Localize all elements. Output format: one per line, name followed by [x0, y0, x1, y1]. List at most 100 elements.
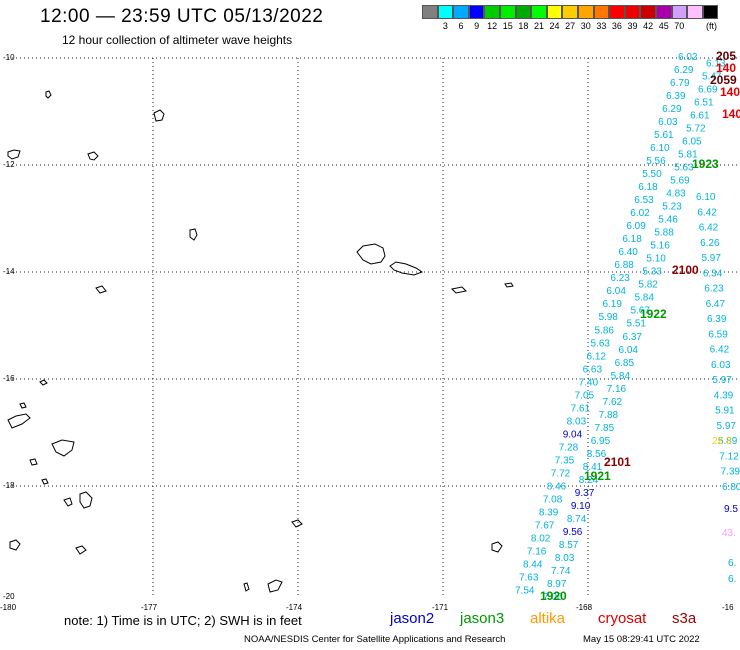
colorbar-swatch — [687, 5, 703, 19]
swh-point: 6.02 — [630, 208, 650, 219]
swh-point: 5.69 — [670, 176, 690, 187]
colorbar-label: 9 — [474, 21, 480, 31]
swh-point: 6.05 — [682, 137, 702, 148]
colorbar-label: 27 — [565, 21, 576, 31]
lon-tick-label: -177 — [141, 603, 158, 612]
swh-point: 6.18 — [622, 234, 642, 245]
colorbar-swatch — [702, 5, 719, 19]
colorbar-swatch — [624, 5, 641, 19]
swh-point: 5.97 — [712, 375, 732, 386]
swh-point: 8.56 — [587, 449, 607, 460]
time-label: 2059 — [710, 73, 737, 87]
colorbar-swatch — [499, 5, 516, 19]
swh-point: 9.56 — [563, 527, 583, 538]
colorbar-label: 15 — [502, 21, 513, 31]
swh-point: 7.61 — [571, 403, 591, 414]
colorbar-swatch — [437, 5, 454, 19]
island-l — [75, 545, 87, 555]
swh-point: 5.61 — [654, 130, 674, 141]
colorbar-label: 33 — [596, 21, 607, 31]
altimeter-tracks: 6.02 6.13 6.29 5.47 6.79 6.69 6.39 6.51 6.29 6.61… — [515, 52, 740, 603]
swh-point: 6.85 — [615, 358, 635, 369]
edge-swh-point: 6. — [728, 558, 736, 569]
colorbar-label: 12 — [487, 21, 498, 31]
island-a — [45, 90, 52, 99]
map-subtitle: 12 hour collection of altimeter wave hei… — [62, 33, 293, 47]
swh-point: 7.85 — [595, 423, 615, 434]
swh-point: 6.39 — [666, 91, 686, 102]
swh-point: 6.12 — [587, 351, 607, 362]
swh-point: 8.03 — [555, 553, 575, 564]
swh-point: 7.05 — [575, 390, 595, 401]
swh-point: 7.40 — [579, 377, 599, 388]
edge-swh-point: 43. — [722, 528, 736, 539]
swh-point: 4.83 — [666, 189, 686, 200]
colorbar-label: 42 — [643, 21, 654, 31]
swh-point: 5.89 — [718, 436, 738, 447]
swh-point: 8.39 — [539, 507, 559, 518]
island-q — [39, 379, 48, 386]
swh-point: 5.47 — [702, 72, 722, 83]
colorbar-label: 18 — [518, 21, 529, 31]
edge-time-label: 140 — [722, 107, 740, 121]
swh-point: 7.35 — [555, 455, 575, 466]
swh-point: 5.72 — [686, 124, 706, 135]
island-c — [87, 151, 99, 161]
island-g — [7, 413, 31, 429]
swh-point: 6.37 — [623, 332, 643, 343]
swh-point: 7.74 — [551, 566, 571, 577]
footer-timestamp: May 15 08:29:41 UTC 2022 — [583, 634, 700, 645]
colorbar-swatch — [609, 5, 625, 19]
footer-credit: NOAA/NESDIS Center for Satellite Applica… — [244, 634, 506, 645]
lon-tick-label: -171 — [432, 603, 449, 612]
swh-point: 9.04 — [563, 429, 583, 440]
lat-tick-label: -12 — [3, 160, 15, 169]
swh-point: 6.79 — [670, 78, 690, 89]
swh-point: 6.23 — [704, 284, 724, 295]
edge-swh-point: 9.5 — [724, 504, 738, 515]
island-i — [63, 497, 73, 507]
swh-point: 6.53 — [634, 195, 654, 206]
swh-point: 6.26 — [700, 238, 720, 249]
swh-point: 7.12 — [719, 451, 739, 462]
swh-point: 6.19 — [602, 299, 622, 310]
swh-point: 5.97 — [701, 253, 721, 264]
colorbar-swatch — [422, 5, 438, 19]
colorbar — [422, 5, 719, 19]
swh-point: 5.46 — [658, 215, 678, 226]
swh-point: 7.08 — [543, 494, 563, 505]
swh-point: 5.33 — [642, 267, 662, 278]
swh-point: 5.91 — [715, 406, 735, 417]
swh-point: 6.23 — [610, 273, 630, 284]
colorbar-swatch — [593, 5, 610, 19]
lon-tick-label: -168 — [576, 603, 593, 612]
swh-point: 6.51 — [694, 98, 714, 109]
swh-point: 8.41 — [583, 462, 603, 473]
island-e — [450, 286, 468, 294]
swh-point: 5.56 — [646, 156, 666, 167]
swh-point: 9.37 — [575, 488, 595, 499]
colorbar-swatch — [640, 5, 656, 19]
swh-point: 7.06 — [543, 592, 563, 603]
lat-tick-label: -20 — [3, 592, 15, 601]
colorbar-swatch — [562, 5, 578, 19]
swh-point: 5.88 — [654, 228, 674, 239]
lon-tick-label: -16 — [722, 603, 734, 612]
time-label: 2101 — [604, 455, 631, 469]
lon-tick-label: -180 — [0, 603, 17, 612]
time-label: 1922 — [640, 307, 667, 321]
legend-jason3: jason3 — [460, 610, 505, 627]
swh-point: 8.44 — [523, 559, 543, 570]
island-k — [9, 539, 21, 551]
swh-point: 8.24 — [579, 475, 599, 486]
colorbar-label: 24 — [549, 21, 560, 31]
swh-point: 5.16 — [650, 241, 670, 252]
island-wallis — [189, 228, 198, 241]
swh-point: 7.16 — [527, 546, 547, 557]
colorbar-swatch — [671, 5, 688, 19]
swh-point: 5.50 — [642, 169, 662, 180]
colorbar-swatch — [531, 5, 547, 19]
swh-point: 5.86 — [595, 325, 615, 336]
swh-point: 8.57 — [559, 540, 579, 551]
swh-point: 6.29 — [662, 104, 682, 115]
